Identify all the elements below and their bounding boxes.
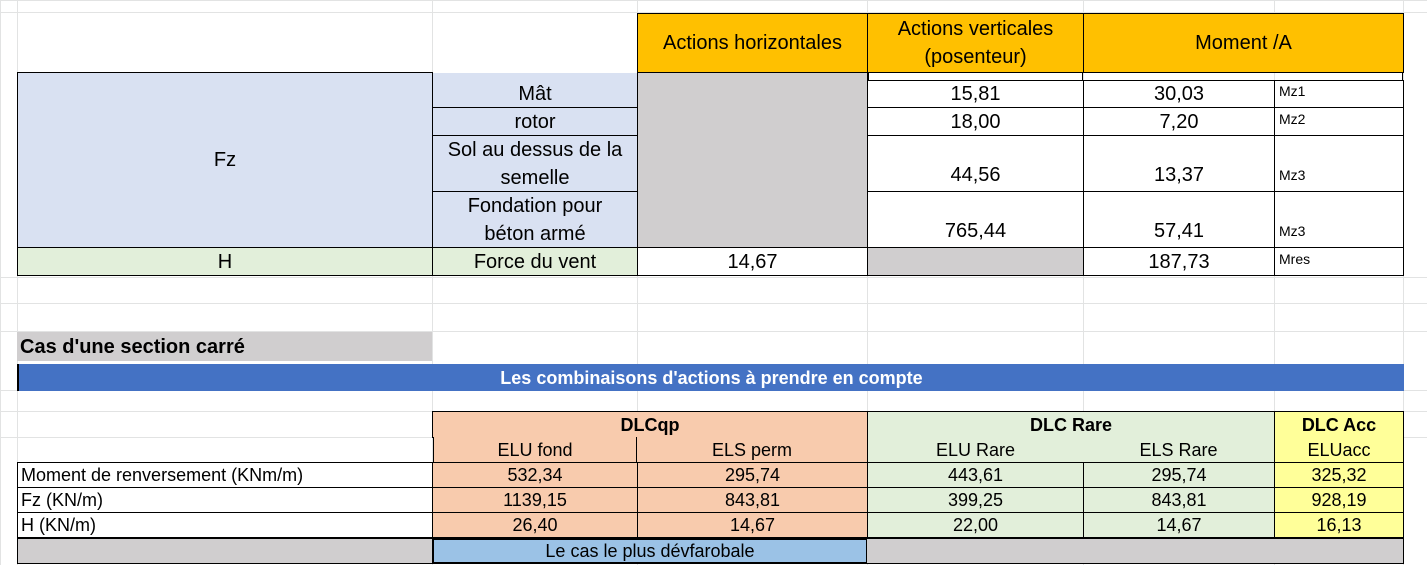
- group-dlc-acc[interactable]: DLC Acc: [1274, 411, 1404, 438]
- fz-group-cell[interactable]: Fz: [17, 72, 433, 248]
- value-cell-fz-0[interactable]: 1139,15: [432, 487, 638, 513]
- value-cell-h-2[interactable]: 22,00: [867, 512, 1084, 538]
- row-label-sol[interactable]: Sol au dessus de la semelle: [432, 135, 638, 192]
- value-cell-fz-1[interactable]: 843,81: [637, 487, 868, 513]
- value-cell-fz-2[interactable]: 399,25: [867, 487, 1084, 513]
- value-cell-h-0[interactable]: 26,40: [432, 512, 638, 538]
- vertical-sol[interactable]: 44,56: [867, 135, 1084, 192]
- row-label-fz[interactable]: Fz (KN/m): [17, 487, 433, 513]
- horizontal-empty-cell[interactable]: [637, 72, 868, 248]
- moment-sol[interactable]: 13,37: [1083, 135, 1275, 192]
- vertical-fondation[interactable]: 765,44: [867, 191, 1084, 248]
- subheader-eluacc[interactable]: ELUacc: [1274, 437, 1404, 463]
- header-moment[interactable]: Moment /A: [1083, 13, 1404, 73]
- value-cell-h-3[interactable]: 14,67: [1083, 512, 1275, 538]
- subheader-elu-fond[interactable]: ELU fond: [433, 437, 637, 463]
- moment-fondation[interactable]: 57,41: [1083, 191, 1275, 248]
- value-cell-moment-renversement-0[interactable]: 532,34: [432, 462, 638, 488]
- combinations-banner[interactable]: Les combinaisons d'actions à prendre en …: [17, 364, 1404, 391]
- tag-mz2[interactable]: Mz2: [1274, 107, 1404, 136]
- row-label-moment-renversement[interactable]: Moment de renversement (KNm/m): [17, 462, 433, 488]
- tag-mz1[interactable]: Mz1: [1274, 80, 1404, 108]
- row-label-h[interactable]: H (KN/m): [17, 512, 433, 538]
- tag-mres[interactable]: Mres: [1274, 247, 1404, 276]
- subheader-els-perm[interactable]: ELS perm: [637, 437, 867, 463]
- header-actions-horizontales[interactable]: Actions horizontales: [637, 13, 868, 73]
- vertical-force-vent-empty[interactable]: [867, 247, 1084, 276]
- value-cell-h-1[interactable]: 14,67: [637, 512, 868, 538]
- section-title[interactable]: Cas d'une section carré: [17, 332, 432, 361]
- value-cell-fz-4[interactable]: 928,19: [1274, 487, 1404, 513]
- subheader-els-rare[interactable]: ELS Rare: [1083, 437, 1274, 463]
- worst-case-label[interactable]: Le cas le plus dévfarobale: [432, 538, 868, 564]
- value-cell-fz-3[interactable]: 843,81: [1083, 487, 1275, 513]
- h-group-cell[interactable]: H: [17, 247, 433, 276]
- row-label-force-vent[interactable]: Force du vent: [432, 247, 638, 276]
- moment-rotor[interactable]: 7,20: [1083, 107, 1275, 136]
- moment-force-vent[interactable]: 187,73: [1083, 247, 1275, 276]
- value-cell-h-4[interactable]: 16,13: [1274, 512, 1404, 538]
- row-label-mat[interactable]: Mât: [432, 80, 638, 108]
- value-cell-moment-renversement-4[interactable]: 325,32: [1274, 462, 1404, 488]
- horizontal-force-vent[interactable]: 14,67: [637, 247, 868, 276]
- tag-mz3-sol[interactable]: Mz3: [1274, 135, 1404, 192]
- vertical-mat[interactable]: 15,81: [867, 80, 1084, 108]
- vertical-rotor[interactable]: 18,00: [867, 107, 1084, 136]
- row-label-fondation[interactable]: Fondation pour béton armé: [432, 191, 638, 248]
- moment-mat[interactable]: 30,03: [1083, 80, 1275, 108]
- row-label-rotor[interactable]: rotor: [432, 107, 638, 136]
- value-cell-moment-renversement-2[interactable]: 443,61: [867, 462, 1084, 488]
- value-cell-moment-renversement-3[interactable]: 295,74: [1083, 462, 1275, 488]
- tag-mz3-fondation[interactable]: Mz3: [1274, 191, 1404, 248]
- subheader-elu-rare[interactable]: ELU Rare: [867, 437, 1083, 463]
- footer-grey-right: [867, 538, 1404, 564]
- footer-grey-left: [17, 538, 433, 564]
- value-cell-moment-renversement-1[interactable]: 295,74: [637, 462, 868, 488]
- group-dlcqp[interactable]: DLCqp: [432, 411, 868, 438]
- group-dlc-rare[interactable]: DLC Rare: [867, 411, 1275, 438]
- header-actions-verticales[interactable]: Actions verticales (posenteur): [867, 13, 1084, 73]
